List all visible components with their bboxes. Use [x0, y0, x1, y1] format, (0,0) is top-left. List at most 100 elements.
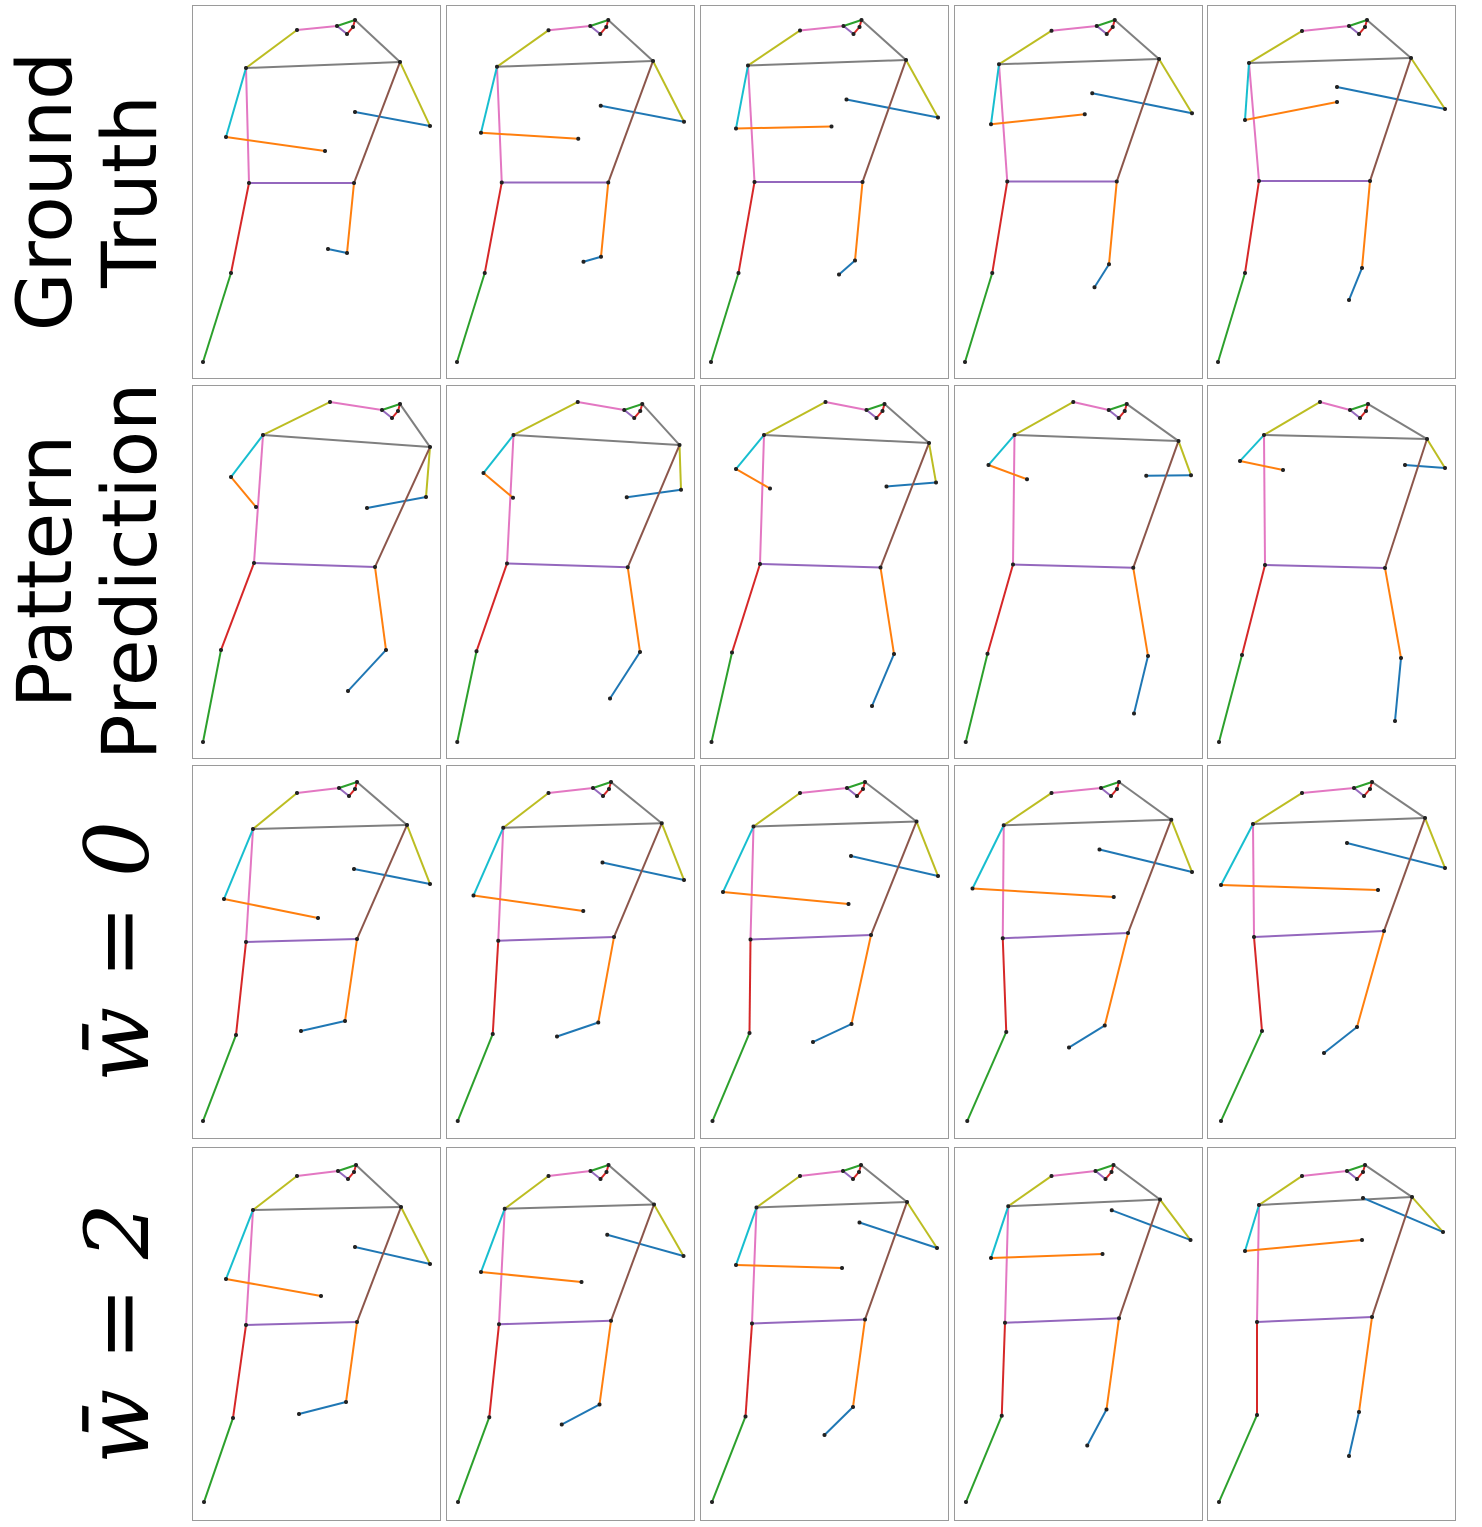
bone	[496, 29, 550, 68]
joint	[999, 1413, 1004, 1418]
bone	[850, 855, 939, 877]
joint	[1247, 61, 1251, 65]
bone	[220, 562, 255, 651]
bone	[1248, 62, 1260, 182]
bone	[1263, 434, 1266, 566]
bone	[1263, 434, 1428, 440]
joint	[1176, 439, 1181, 443]
bone	[735, 434, 765, 470]
joint	[1112, 18, 1117, 22]
bone	[799, 25, 844, 32]
joint	[346, 1177, 350, 1181]
bone	[245, 1321, 358, 1326]
joint	[1106, 408, 1111, 412]
bone	[626, 444, 681, 568]
bone	[1051, 1170, 1096, 1177]
bone	[866, 403, 885, 411]
joint	[870, 704, 874, 708]
pose-panel	[192, 5, 441, 379]
bone	[1384, 567, 1402, 659]
bone	[577, 401, 625, 411]
joint	[601, 794, 605, 798]
joint	[1092, 285, 1097, 290]
bone	[1051, 25, 1097, 32]
joint	[596, 1020, 601, 1025]
bone	[1364, 1164, 1413, 1198]
joint	[1382, 929, 1386, 933]
bone	[747, 29, 801, 67]
joint	[1348, 408, 1352, 412]
joint	[612, 935, 616, 939]
bone	[399, 403, 431, 448]
joint	[857, 25, 862, 29]
joint	[455, 360, 459, 364]
bone	[1336, 86, 1446, 110]
bone	[1348, 19, 1368, 27]
bone	[1002, 932, 1129, 940]
bone	[735, 65, 749, 129]
joint	[591, 786, 595, 790]
bone	[722, 891, 849, 905]
joint	[798, 1174, 802, 1178]
pose-panel	[446, 385, 695, 759]
joint	[1190, 111, 1194, 116]
joint	[344, 1400, 348, 1404]
joint	[244, 1323, 248, 1327]
bone	[1244, 180, 1260, 274]
bone	[1367, 403, 1428, 440]
bone	[1170, 819, 1193, 873]
bone	[755, 1175, 801, 1209]
bone	[1217, 272, 1246, 363]
bone	[735, 1207, 758, 1266]
joint	[1146, 654, 1150, 658]
joint	[1443, 866, 1447, 870]
joint	[934, 480, 938, 485]
joint	[748, 937, 753, 942]
bone	[329, 401, 383, 411]
joint	[1049, 28, 1054, 33]
bone	[990, 1253, 1103, 1259]
joint	[734, 1263, 738, 1267]
joint	[750, 1321, 754, 1326]
joint	[380, 408, 384, 412]
joint	[606, 180, 611, 185]
bone	[337, 1170, 349, 1180]
bone	[653, 1204, 685, 1257]
joint	[201, 740, 205, 744]
joint	[456, 1500, 460, 1504]
joint	[1318, 400, 1322, 404]
joint	[201, 1119, 205, 1123]
joint	[874, 416, 879, 420]
bone	[456, 651, 478, 743]
bone	[488, 1324, 500, 1418]
panel-frame	[700, 765, 949, 1139]
bone	[1115, 58, 1160, 182]
joint	[511, 495, 515, 500]
joint	[502, 1206, 507, 1211]
joint	[1335, 85, 1339, 89]
joint	[1263, 563, 1267, 567]
joint	[1082, 112, 1087, 117]
joint	[609, 1318, 613, 1323]
bone	[964, 653, 989, 743]
bone	[838, 259, 856, 276]
joint	[1094, 24, 1099, 28]
joint	[1300, 29, 1304, 33]
joint	[355, 1320, 359, 1324]
joint	[1240, 653, 1244, 657]
bone	[749, 826, 755, 940]
joint	[1131, 565, 1136, 570]
pose-panel	[700, 385, 949, 759]
bone	[296, 787, 340, 794]
bone	[986, 564, 1014, 655]
bone	[223, 828, 254, 900]
joint	[822, 1433, 827, 1437]
bone	[1394, 657, 1402, 722]
joint	[709, 360, 713, 364]
joint	[841, 1169, 845, 1173]
bone	[1003, 792, 1053, 827]
joint	[398, 60, 402, 64]
joint	[1300, 1174, 1304, 1178]
joint	[1126, 931, 1130, 935]
joint	[471, 893, 476, 898]
